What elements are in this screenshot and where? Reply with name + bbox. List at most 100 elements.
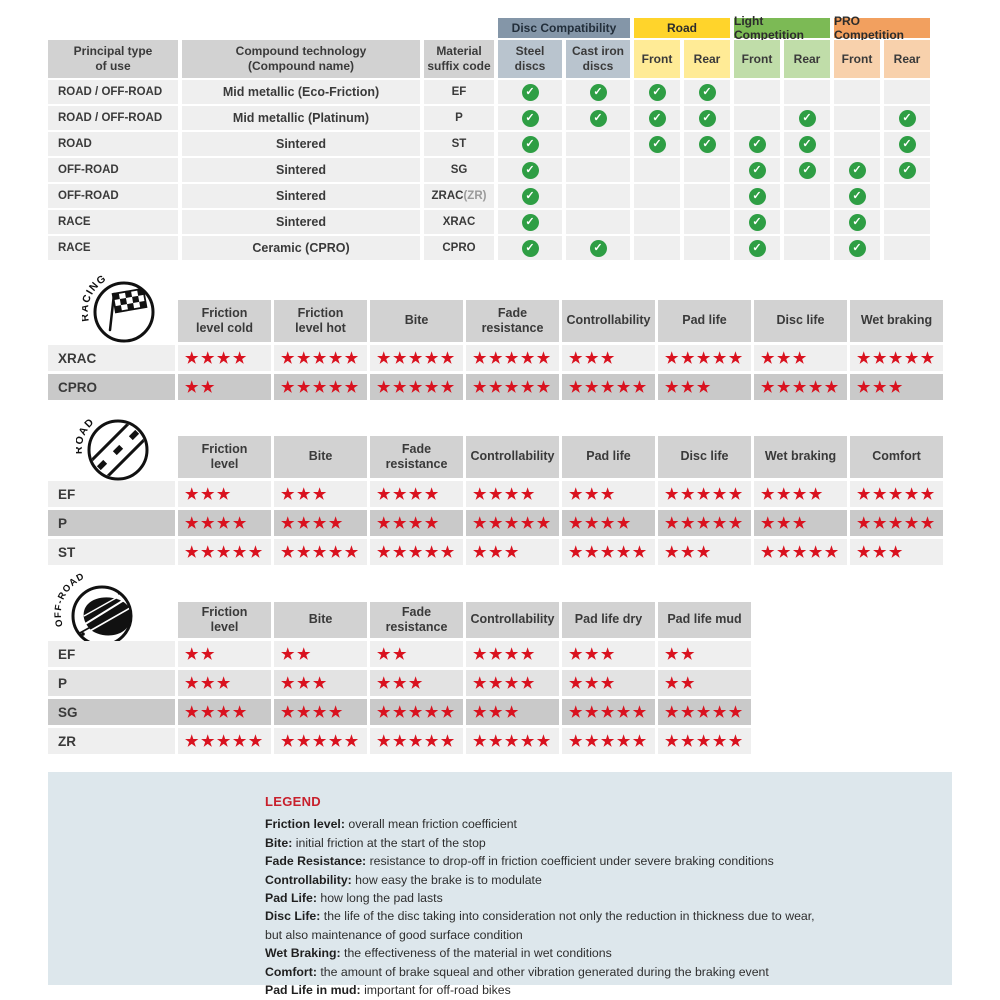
legend-text: the life of the disc taking into conside… [320, 909, 815, 924]
check-icon: ✓ [848, 161, 866, 179]
header-spacer [48, 436, 175, 478]
legend-text: the amount of brake squeal and other vib… [316, 964, 769, 979]
check-cell: ✓ [684, 184, 730, 208]
check-cell: ✓ [684, 80, 730, 104]
check-cell: ✓ [884, 80, 930, 104]
header-spacer [48, 602, 175, 638]
legend-item: Disc Life: the life of the disc taking i… [265, 907, 924, 925]
code-text: ZRAC [431, 190, 464, 202]
column-header: Friction level [178, 436, 271, 478]
star-rating: ★★★★★ [850, 510, 943, 536]
use-cell: ROAD [48, 132, 178, 156]
star-rating: ★★★★ [562, 510, 655, 536]
code-text: P [455, 112, 463, 124]
star-rating: ★★★★★ [658, 510, 751, 536]
star-rating: ★★★★★ [754, 539, 847, 565]
use-cell: RACE [48, 210, 178, 234]
check-icon: ✓ [748, 187, 766, 205]
check-icon: ✓ [748, 135, 766, 153]
check-cell: ✓ [834, 80, 880, 104]
check-cell: ✓ [734, 210, 780, 234]
check-cell: ✓ [784, 236, 830, 260]
check-icon: ✓ [848, 213, 866, 231]
star-rating: ★★★★ [178, 699, 271, 725]
column-header: Friction level [178, 602, 271, 638]
column-header: Fade resistance [466, 300, 559, 342]
check-icon: ✓ [798, 109, 816, 127]
legend-text: but also maintenance of good surface con… [265, 927, 523, 942]
table-row: OFF-ROAD Sintered ZRAC (ZR) ✓ ✓ ✓ ✓ ✓ ✓ … [48, 184, 934, 208]
road-icon: ROAD [76, 416, 149, 481]
code-cell: ZRAC (ZR) [424, 184, 494, 208]
rating-row: P ★★★★ ★★★★ ★★★★ ★★★★★ ★★★★ ★★★★★ ★★★ ★★… [48, 510, 943, 536]
code-cell: XRAC [424, 210, 494, 234]
code-text: EF [451, 86, 467, 98]
check-cell: ✓ [834, 236, 880, 260]
star-rating: ★★★★★ [178, 539, 271, 565]
legend-item: Pad Life in mud: important for off-road … [265, 981, 924, 999]
row-label: SG [48, 699, 175, 725]
check-icon: ✓ [698, 135, 716, 153]
check-cell: ✓ [884, 132, 930, 156]
check-cell: ✓ [834, 106, 880, 130]
check-icon: ✓ [521, 161, 539, 179]
star-rating: ★★★ [562, 670, 655, 696]
legend-item: Comfort: the amount of brake squeal and … [265, 963, 924, 981]
check-icon: ✓ [798, 161, 816, 179]
column-header: Pad life mud [658, 602, 751, 638]
star-rating: ★★★★★ [370, 539, 463, 565]
check-cell: ✓ [884, 106, 930, 130]
tech-cell: Sintered [182, 132, 420, 156]
column-header: Disc life [658, 436, 751, 478]
check-cell: ✓ [634, 106, 680, 130]
check-cell: ✓ [634, 236, 680, 260]
check-icon: ✓ [898, 109, 916, 127]
rating-row: P ★★★ ★★★ ★★★ ★★★★ ★★★ ★★ [48, 670, 751, 696]
legend-text: initial friction at the start of the sto… [292, 835, 486, 850]
group-header-road: Road [634, 18, 730, 38]
legend-term: Friction level: [265, 817, 345, 832]
legend-title: LEGEND [265, 794, 321, 809]
check-cell: ✓ [834, 210, 880, 234]
star-rating: ★★★★ [274, 510, 367, 536]
table-row: RACE Sintered XRAC ✓ ✓ ✓ ✓ ✓ ✓ ✓ ✓ [48, 210, 934, 234]
legend-item: but also maintenance of good surface con… [265, 926, 924, 944]
check-cell: ✓ [566, 236, 630, 260]
check-cell: ✓ [498, 184, 562, 208]
star-rating: ★★★ [562, 641, 655, 667]
check-icon: ✓ [698, 109, 716, 127]
column-header-row: Friction level Bite Fade resistance Cont… [48, 436, 943, 478]
star-rating: ★★★★ [178, 345, 271, 371]
check-cell: ✓ [634, 132, 680, 156]
check-cell: ✓ [566, 132, 630, 156]
star-rating: ★★★★★ [562, 728, 655, 754]
check-cell: ✓ [566, 80, 630, 104]
column-header: Controllability [466, 602, 559, 638]
star-rating: ★★★ [274, 670, 367, 696]
column-header-row: Principal type of use Compound technolog… [48, 40, 934, 78]
check-icon: ✓ [648, 135, 666, 153]
legend-term: Disc Life: [265, 909, 321, 924]
code-text: XRAC [442, 216, 476, 228]
check-icon: ✓ [748, 161, 766, 179]
column-header: Wet braking [850, 300, 943, 342]
star-rating: ★★★★★ [658, 699, 751, 725]
star-rating: ★★ [274, 641, 367, 667]
check-icon: ✓ [898, 135, 916, 153]
star-rating: ★★★★★ [370, 345, 463, 371]
check-cell: ✓ [634, 80, 680, 104]
check-cell: ✓ [684, 106, 730, 130]
column-header: Pad life [562, 436, 655, 478]
legend-item: Controllability: how easy the brake is t… [265, 871, 924, 889]
legend-item: Wet Braking: the effectiveness of the ma… [265, 944, 924, 962]
star-rating: ★★★ [370, 670, 463, 696]
rating-row: CPRO ★★ ★★★★★ ★★★★★ ★★★★★ ★★★★★ ★★★ ★★★★… [48, 374, 943, 400]
check-cell: ✓ [566, 184, 630, 208]
compatibility-table: Disc Compatibility Road Light Competitio… [48, 14, 934, 262]
column-header-road-rear: Rear [684, 40, 730, 78]
legend-text: how easy the brake is to modulate [351, 872, 542, 887]
star-rating: ★★★★★ [274, 728, 367, 754]
star-rating: ★★★★★ [850, 481, 943, 507]
column-header: Pad life [658, 300, 751, 342]
rating-row: EF ★★★ ★★★ ★★★★ ★★★★ ★★★ ★★★★★ ★★★★ ★★★★… [48, 481, 943, 507]
